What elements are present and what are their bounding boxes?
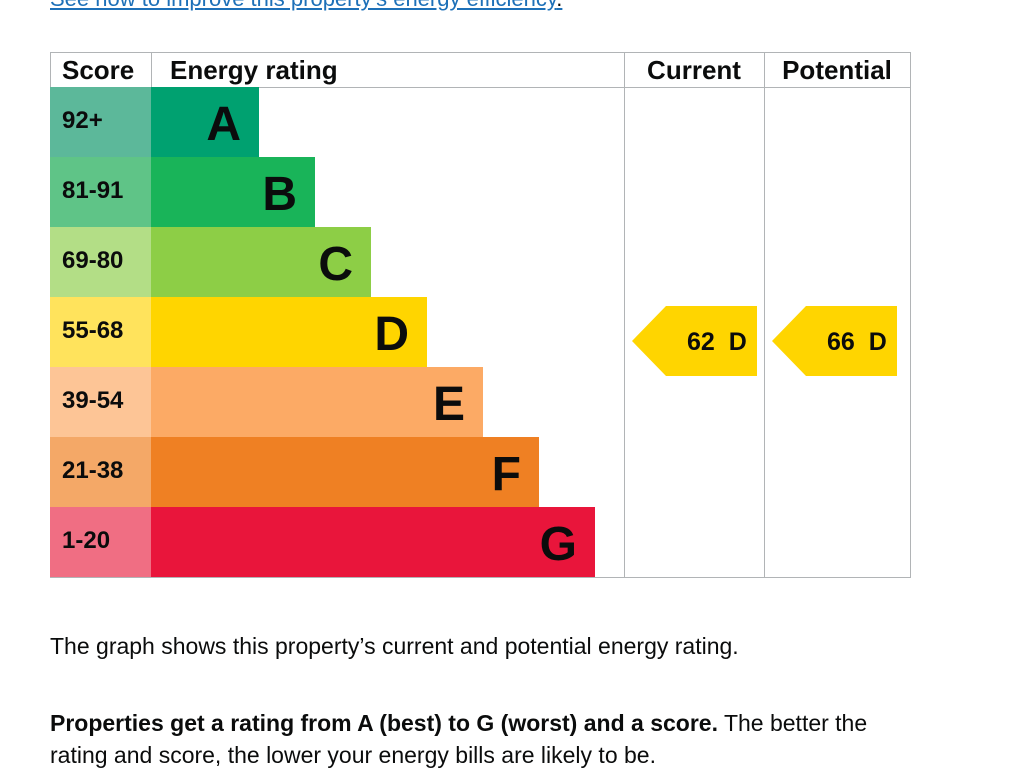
- score-label-e: 39-54: [62, 387, 124, 414]
- score-cell-e: [50, 367, 151, 437]
- score-cell-g: [50, 507, 151, 577]
- rating-bar-g: [151, 507, 595, 577]
- rating-bar-a: [151, 87, 259, 157]
- header-current: Current: [647, 55, 741, 85]
- score-label-f: 21-38: [62, 457, 123, 484]
- current-marker-label: 62 D: [687, 328, 747, 356]
- potential-marker-label: 66 D: [827, 328, 887, 356]
- rating-explanation: Properties get a rating from A (best) to…: [50, 707, 930, 768]
- score-label-c: 69-80: [62, 247, 123, 274]
- link-period: .: [556, 0, 562, 11]
- score-label-d: 55-68: [62, 317, 123, 344]
- rating-explanation-bold: Properties get a rating from A (best) to…: [50, 710, 718, 736]
- score-cell-c: [50, 227, 151, 297]
- score-label-b: 81-91: [62, 177, 123, 204]
- rating-letter-f: F: [492, 448, 521, 501]
- score-cell-d: [50, 297, 151, 367]
- current-marker: [632, 306, 757, 376]
- improve-efficiency-link-text[interactable]: See how to improve this property’s energ…: [50, 0, 556, 11]
- rating-bar-b: [151, 157, 315, 227]
- score-label-a: 92+: [62, 107, 103, 134]
- score-cell-f: [50, 437, 151, 507]
- rating-letter-d: D: [374, 308, 409, 361]
- header-score: Score: [62, 55, 134, 85]
- rating-bar-c: [151, 227, 371, 297]
- graph-description: The graph shows this property’s current …: [50, 633, 739, 659]
- header-energy-rating: Energy rating: [170, 55, 338, 85]
- score-cell-b: [50, 157, 151, 227]
- rating-letter-c: C: [318, 238, 353, 291]
- rating-bar-d: [151, 297, 427, 367]
- rating-bar-e: [151, 367, 483, 437]
- improve-efficiency-link[interactable]: See how to improve this property’s energ…: [50, 0, 562, 10]
- rating-bar-f: [151, 437, 539, 507]
- rating-explanation-rest: The better the rating and score, the low…: [50, 710, 868, 768]
- score-label-g: 1-20: [62, 527, 110, 554]
- rating-letter-g: G: [540, 518, 577, 571]
- score-cell-a: [50, 87, 151, 157]
- rating-letter-a: A: [206, 98, 241, 151]
- rating-letter-b: B: [262, 168, 297, 221]
- energy-rating-chart: Score Energy rating Current Potential 92+ A 81…: [50, 52, 911, 578]
- potential-marker: [772, 306, 897, 376]
- header-potential: Potential: [782, 55, 892, 85]
- rating-letter-e: E: [433, 378, 465, 431]
